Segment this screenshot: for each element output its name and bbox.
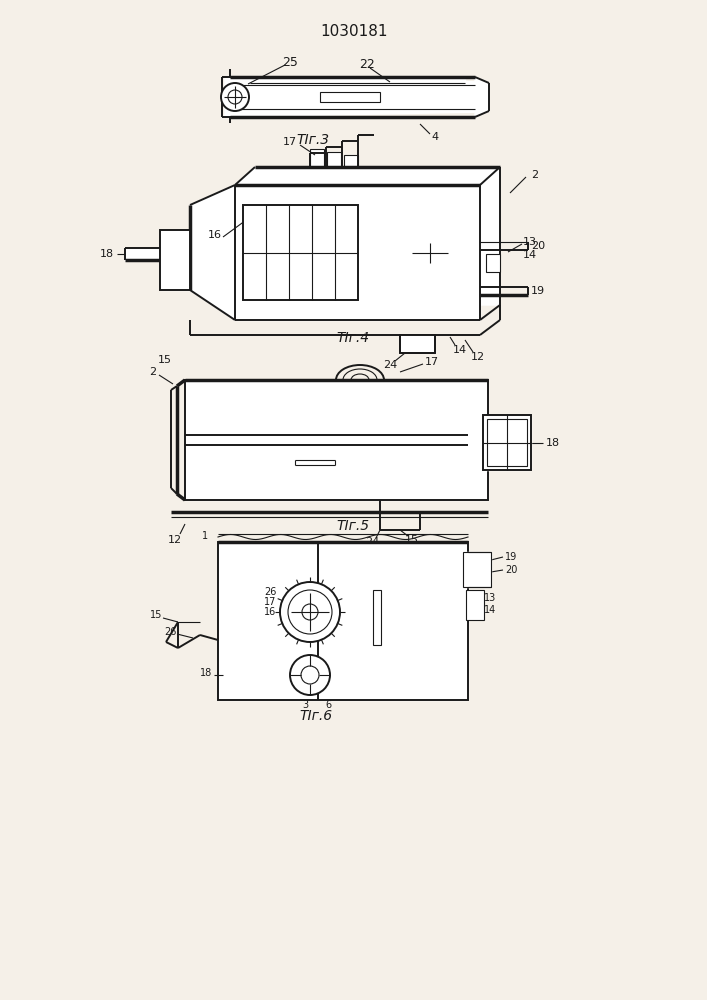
Text: 14: 14 <box>523 250 537 260</box>
Polygon shape <box>483 415 531 470</box>
Text: 16: 16 <box>208 230 222 240</box>
Bar <box>320 92 380 102</box>
Text: 19: 19 <box>531 286 545 296</box>
Text: 17: 17 <box>264 597 276 607</box>
Text: 17: 17 <box>283 137 297 147</box>
Polygon shape <box>463 552 491 587</box>
Text: 17: 17 <box>425 357 439 367</box>
Text: 1030181: 1030181 <box>320 24 387 39</box>
Polygon shape <box>160 230 190 290</box>
Circle shape <box>290 655 330 695</box>
Polygon shape <box>243 205 358 300</box>
Circle shape <box>301 666 319 684</box>
Polygon shape <box>235 167 500 185</box>
Bar <box>243 205 358 300</box>
Text: 13: 13 <box>484 593 496 603</box>
Polygon shape <box>225 77 487 117</box>
Text: 14: 14 <box>453 345 467 355</box>
Text: 12: 12 <box>168 535 182 545</box>
Polygon shape <box>218 542 468 700</box>
Text: 24: 24 <box>365 537 379 547</box>
Text: 2: 2 <box>149 367 156 377</box>
Bar <box>160 230 190 290</box>
Text: 18: 18 <box>200 668 212 678</box>
Bar <box>463 552 491 587</box>
Bar <box>218 542 468 700</box>
Polygon shape <box>327 152 341 167</box>
Text: 2: 2 <box>532 170 539 180</box>
Text: 13: 13 <box>523 237 537 247</box>
Polygon shape <box>344 155 358 167</box>
Text: ΤӀг.4: ΤӀг.4 <box>337 331 370 345</box>
Text: 26: 26 <box>164 627 176 637</box>
Polygon shape <box>235 185 480 320</box>
Bar <box>373 590 381 645</box>
Text: 14: 14 <box>484 605 496 615</box>
Text: 26: 26 <box>264 587 276 597</box>
Polygon shape <box>310 149 324 167</box>
Polygon shape <box>475 77 489 117</box>
Text: 3: 3 <box>302 700 308 710</box>
Text: 24: 24 <box>383 360 397 370</box>
Text: 25: 25 <box>282 55 298 68</box>
Text: 22: 22 <box>359 58 375 72</box>
Bar <box>344 155 358 167</box>
Text: 20: 20 <box>505 565 518 575</box>
Text: 18: 18 <box>100 249 114 259</box>
Circle shape <box>302 604 318 620</box>
Text: 12: 12 <box>471 352 485 362</box>
Text: ΤӀг.6: ΤӀг.6 <box>300 709 332 723</box>
Bar <box>327 152 341 167</box>
Text: 1: 1 <box>202 531 208 541</box>
Circle shape <box>280 582 340 642</box>
Bar <box>185 380 488 500</box>
Bar <box>487 419 527 466</box>
Bar <box>483 415 531 470</box>
Bar <box>400 335 435 353</box>
Polygon shape <box>190 185 235 320</box>
Polygon shape <box>125 248 190 260</box>
Polygon shape <box>185 380 488 500</box>
Text: 15: 15 <box>158 355 172 365</box>
Bar <box>310 149 324 167</box>
Circle shape <box>228 90 242 104</box>
Circle shape <box>221 83 249 111</box>
Text: 4: 4 <box>431 132 438 142</box>
Bar <box>486 254 500 272</box>
Polygon shape <box>250 79 465 83</box>
Text: 6: 6 <box>325 700 331 710</box>
Text: 15: 15 <box>405 535 419 545</box>
Text: ΤӀг.5: ΤӀг.5 <box>337 519 370 533</box>
Text: 18: 18 <box>546 438 560 448</box>
Text: 19: 19 <box>505 552 517 562</box>
Text: 20: 20 <box>531 241 545 251</box>
Text: 16: 16 <box>264 607 276 617</box>
Text: 15: 15 <box>150 610 162 620</box>
Circle shape <box>288 590 332 634</box>
Polygon shape <box>480 167 500 305</box>
Bar <box>466 590 484 620</box>
Text: ΤӀг.3: ΤӀг.3 <box>296 133 329 147</box>
